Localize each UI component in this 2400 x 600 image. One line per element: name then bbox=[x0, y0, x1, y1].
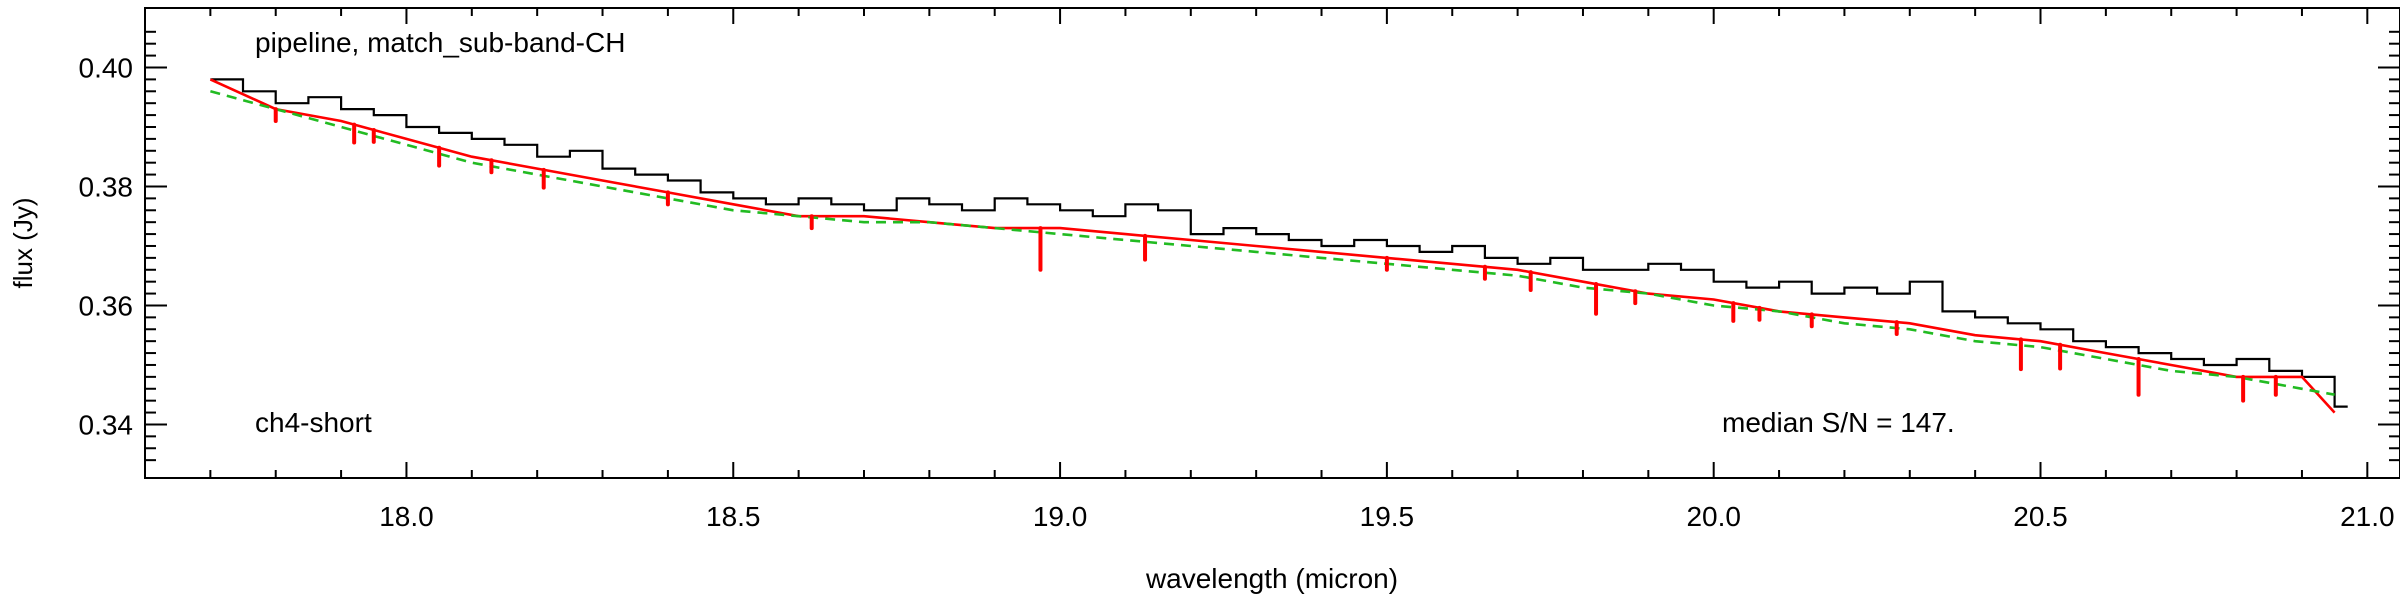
y-axis-label: flux (Jy) bbox=[8, 198, 38, 289]
y-tick-label: 0.38 bbox=[79, 171, 134, 202]
x-tick-label: 18.0 bbox=[379, 501, 434, 532]
series-group bbox=[209, 78, 2348, 414]
plot-frame bbox=[144, 7, 2400, 479]
annotation-channel: ch4-short bbox=[255, 407, 372, 438]
y-tick-label: 0.34 bbox=[79, 409, 134, 440]
series-line-2 bbox=[209, 78, 2336, 414]
x-tick-label: 21.0 bbox=[2340, 501, 2395, 532]
x-tick-label: 20.0 bbox=[1686, 501, 1741, 532]
dips-group bbox=[273, 107, 2278, 403]
series-line-3 bbox=[210, 90, 2335, 396]
y-axis: 0.34 0.36 0.38 0.40 bbox=[79, 30, 2400, 462]
x-tick-label: 20.5 bbox=[2013, 501, 2068, 532]
x-axis: 18.0 18.5 19.0 19.5 20.0 20.5 21.0 bbox=[209, 8, 2395, 532]
series-line-1 bbox=[210, 78, 2348, 408]
annotation-pipeline: pipeline, match_sub-band-CH bbox=[255, 27, 625, 58]
x-axis-label: wavelength (micron) bbox=[1145, 563, 1398, 594]
x-tick-label: 18.5 bbox=[706, 501, 761, 532]
y-tick-label: 0.40 bbox=[79, 52, 134, 83]
x-tick-label: 19.0 bbox=[1033, 501, 1088, 532]
x-tick-label: 19.5 bbox=[1360, 501, 1415, 532]
annotation-median-sn: median S/N = 147. bbox=[1722, 407, 1955, 438]
y-tick-label: 0.36 bbox=[79, 290, 134, 321]
